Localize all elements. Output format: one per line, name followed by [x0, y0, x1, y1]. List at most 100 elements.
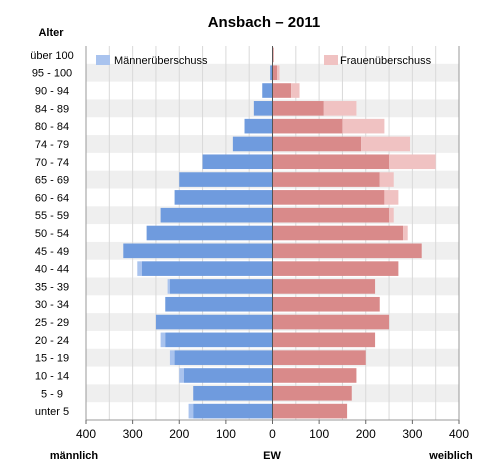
y-axis-label: Alter [38, 27, 64, 39]
female-bar [272, 368, 357, 383]
male-surplus-bar [179, 368, 184, 383]
age-group-label: 55 - 59 [35, 210, 69, 222]
female-bar [272, 225, 404, 241]
x-tick-label: 100 [309, 427, 329, 441]
female-bar [272, 350, 366, 365]
female-bar [272, 101, 324, 116]
female-bar [272, 190, 385, 205]
male-bar [179, 172, 273, 187]
bars [123, 46, 436, 420]
female-surplus-bar [384, 190, 399, 205]
male-bar [169, 279, 273, 294]
age-group-label: 5 - 9 [41, 388, 63, 400]
age-group-label: unter 5 [35, 406, 69, 418]
male-bar [262, 83, 273, 98]
x-tick-label: 300 [402, 427, 422, 441]
male-surplus-bar [167, 279, 170, 294]
legend-swatch-male-surplus [96, 55, 110, 65]
age-group-label: über 100 [30, 50, 73, 62]
female-bar [272, 65, 278, 81]
x-tick-label: 100 [216, 427, 236, 441]
female-surplus-bar [403, 225, 408, 241]
male-bar [141, 261, 273, 276]
male-surplus-bar [160, 332, 166, 348]
male-surplus-bar [137, 261, 142, 276]
female-surplus-bar [291, 83, 300, 98]
male-surplus-bar [188, 403, 194, 419]
x-tick-label: 0 [269, 427, 276, 441]
legend-swatch-female-surplus [324, 55, 338, 65]
age-group-label: 45 - 49 [35, 246, 69, 258]
x-axis-label-right: weiblich [428, 450, 473, 462]
age-group-label: 74 - 79 [35, 139, 69, 151]
age-group-label: 15 - 19 [35, 353, 69, 365]
age-group-label: 30 - 34 [35, 299, 69, 311]
male-bar [165, 332, 273, 348]
age-group-label: 84 - 89 [35, 103, 69, 115]
male-bar [155, 314, 273, 330]
female-surplus-bar [379, 172, 394, 187]
male-bar [270, 65, 273, 81]
female-bar [272, 296, 380, 312]
x-tick-label: 400 [76, 427, 96, 441]
age-group-label: 90 - 94 [35, 86, 69, 98]
female-bar [272, 118, 343, 134]
female-bar [272, 83, 292, 98]
male-bar [193, 385, 273, 401]
x-axis-label-center: EW [263, 450, 281, 462]
female-bar [272, 279, 376, 294]
x-axis-ticks: 400 300 200 100 0 100 200 300 400 [76, 420, 469, 441]
male-bar [232, 136, 273, 152]
legend: Männerüberschuss Frauenüberschuss [96, 55, 432, 67]
age-group-label: 65 - 69 [35, 175, 69, 187]
female-surplus-bar [361, 136, 411, 152]
age-group-label: 25 - 29 [35, 317, 69, 329]
age-group-label: 20 - 24 [35, 335, 69, 347]
age-group-label: 60 - 64 [35, 192, 69, 204]
male-bar [174, 350, 273, 365]
female-bar [272, 154, 390, 170]
legend-label-female-surplus: Frauenüberschuss [340, 55, 432, 67]
age-group-labels: über 100 95 - 100 90 - 94 84 - 89 80 - 84 74 … [30, 50, 73, 418]
chart-title: Ansbach – 2011 [208, 14, 321, 31]
female-surplus-bar [389, 154, 436, 170]
age-group-label: 10 - 14 [35, 370, 69, 382]
age-group-label: 35 - 39 [35, 281, 69, 293]
female-bar [272, 207, 390, 223]
age-group-label: 40 - 44 [35, 264, 69, 276]
x-tick-label: 200 [356, 427, 376, 441]
male-bar [146, 225, 273, 241]
age-group-label: 95 - 100 [32, 68, 72, 80]
age-group-label: 70 - 74 [35, 157, 69, 169]
female-bar [272, 314, 390, 330]
male-bar [123, 243, 273, 259]
male-bar [165, 296, 273, 312]
male-bar [244, 118, 273, 134]
female-bar [272, 136, 362, 152]
female-bar [272, 385, 352, 401]
female-bar [272, 261, 399, 276]
x-tick-label: 300 [123, 427, 143, 441]
female-surplus-bar [323, 101, 357, 116]
male-bar [183, 368, 273, 383]
female-bar [272, 403, 348, 419]
legend-label-male-surplus: Männerüberschuss [114, 55, 208, 67]
female-surplus-bar [277, 65, 280, 81]
male-bar [174, 190, 273, 205]
male-bar [253, 101, 273, 116]
male-bar [193, 403, 273, 419]
male-bar [160, 207, 273, 223]
age-group-label: 80 - 84 [35, 121, 69, 133]
female-bar [272, 243, 422, 259]
age-group-label: 50 - 54 [35, 228, 69, 240]
male-surplus-bar [169, 350, 175, 365]
x-tick-label: 200 [169, 427, 189, 441]
female-surplus-bar [389, 207, 394, 223]
female-bar [272, 332, 376, 348]
x-tick-label: 400 [449, 427, 469, 441]
female-bar [272, 172, 380, 187]
x-axis-label-left: männlich [50, 450, 99, 462]
female-surplus-bar [342, 118, 385, 134]
male-bar [202, 154, 273, 170]
